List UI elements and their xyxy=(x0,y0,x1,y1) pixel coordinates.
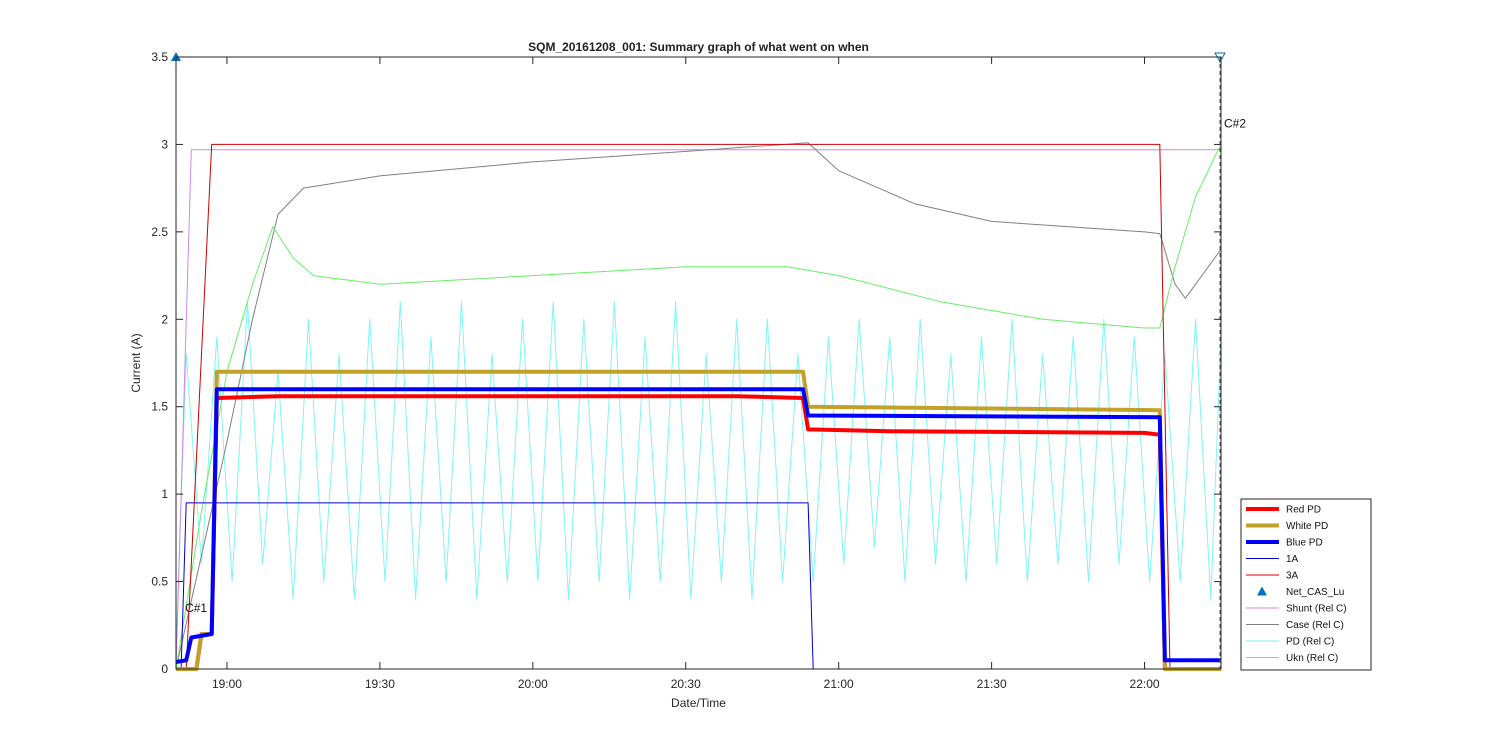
ticks-layer: 19:00 19:30 20:00 20:30 21:00 21:30 22:00 0 0.5 1… xyxy=(151,50,1221,691)
y-tick-label: 3.5 xyxy=(151,50,168,64)
legend-label-1a: 1A xyxy=(1286,554,1299,565)
y-tick-label: 1.5 xyxy=(151,400,168,414)
x-tick-label: 19:00 xyxy=(212,677,242,691)
annotation-text: C#1 xyxy=(185,601,207,615)
legend: Red PD White PD Blue PD 1A 3A Net_CAS_Lu Shunt… xyxy=(1240,498,1372,671)
legend-label-blue-pd: Blue PD xyxy=(1286,538,1323,549)
x-tick-label: 21:00 xyxy=(824,677,854,691)
blue-pd-line xyxy=(175,387,1221,664)
legend-label-pd-rel-c: PD (Rel C) xyxy=(1286,637,1334,648)
y-axis-label: Current (A) xyxy=(129,333,143,392)
legend-label-3a: 3A xyxy=(1286,571,1299,582)
shunt-rel-c-line xyxy=(175,149,1221,670)
x-tick-label: 21:30 xyxy=(977,677,1007,691)
y-tick-label: 0.5 xyxy=(151,575,168,589)
y-tick-label: 2 xyxy=(161,312,168,326)
legend-label-red-pd: Red PD xyxy=(1286,505,1321,516)
x-axis-label: Date/Time xyxy=(671,696,726,710)
legend-label-case-rel-c: Case (Rel C) xyxy=(1286,620,1344,631)
x-tick-label: 19:30 xyxy=(365,677,395,691)
x-tick-label: 20:00 xyxy=(518,677,548,691)
legend-label-net-cas-lu: Net_CAS_Lu xyxy=(1286,587,1344,598)
y-tick-label: 3 xyxy=(161,137,168,151)
legend-label-white-pd: White PD xyxy=(1286,521,1328,532)
x-tick-label: 22:00 xyxy=(1130,677,1160,691)
y-tick-label: 1 xyxy=(161,487,168,501)
y-tick-label: 0 xyxy=(161,662,168,676)
case-rel-c-line xyxy=(175,142,1222,670)
plot-frame xyxy=(175,56,1222,670)
x-tick-label: 20:30 xyxy=(671,677,701,691)
annotation-text: C#2 xyxy=(1224,116,1246,130)
annotations: C#1 C#2 xyxy=(185,116,1246,614)
y-tick-label: 2.5 xyxy=(151,225,168,239)
ukn-rel-c-line xyxy=(175,144,1222,670)
legend-label-ukn-rel-c: Ukn (Rel C) xyxy=(1286,653,1338,664)
chart-title: SQM_20161208_001: Summary graph of what … xyxy=(528,40,869,54)
pd-rel-c-line xyxy=(175,301,1222,652)
legend-label-shunt-rel-c: Shunt (Rel C) xyxy=(1286,604,1347,615)
plot-area xyxy=(176,57,1221,669)
legend-swatch-net-cas-lu xyxy=(1257,586,1267,596)
